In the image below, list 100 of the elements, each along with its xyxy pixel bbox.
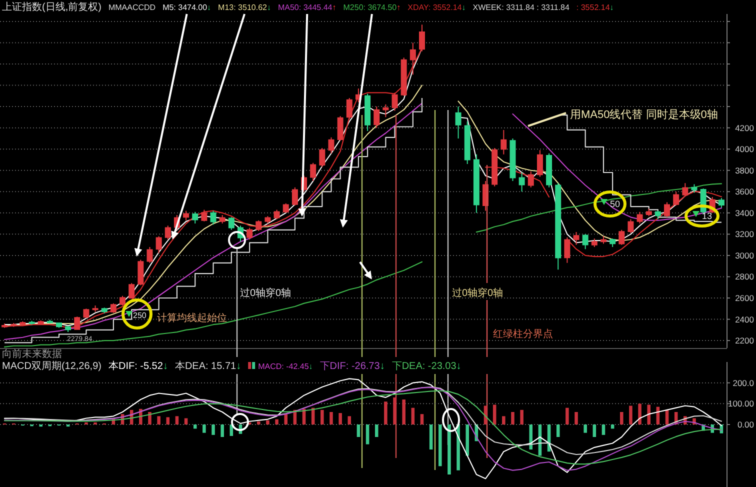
bar (175, 416, 179, 424)
candlestick (274, 209, 280, 220)
bar (420, 414, 424, 424)
bar (338, 413, 342, 424)
candlestick (510, 138, 516, 182)
candlestick (310, 162, 316, 182)
candlestick (646, 208, 652, 217)
line-series (4, 378, 722, 480)
candlestick (183, 210, 190, 221)
text: 本DIF: -5.52↓ (108, 360, 168, 372)
bar (620, 412, 624, 424)
bar (266, 420, 270, 424)
text: XDAY: 3552.14↓ (408, 3, 466, 12)
candlestick (164, 225, 171, 240)
bar (466, 424, 469, 456)
candlestick (518, 172, 525, 192)
chart-title: MACD双周期(12,26,9) (2, 360, 102, 372)
bar (348, 416, 352, 424)
y-tick-label: 3600 (735, 186, 754, 197)
candlestick (46, 319, 53, 324)
y-tick-label: 2800 (735, 272, 754, 282)
annotation: 过0轴穿0轴 (452, 287, 504, 299)
candlestick (528, 170, 534, 188)
candlestick (610, 238, 616, 248)
bar (602, 424, 606, 435)
text: MA50: 3445.44↑ (278, 3, 336, 12)
bar (638, 404, 642, 424)
candlestick (718, 198, 724, 208)
bar (566, 408, 569, 424)
candlestick (382, 104, 389, 118)
bar (438, 424, 442, 466)
bar (356, 424, 360, 437)
candlestick (92, 304, 98, 312)
bar (411, 408, 415, 424)
chart-subtitle: MMAACCDD (108, 3, 156, 12)
bar (393, 397, 396, 424)
bar (402, 400, 406, 424)
candlestick (392, 92, 398, 112)
candlestick (473, 154, 480, 214)
candlestick (256, 220, 262, 232)
bar (384, 402, 388, 424)
candlestick (83, 308, 90, 319)
candlestick (38, 320, 44, 326)
candlestick (600, 236, 606, 244)
candlestick (56, 322, 62, 328)
y-tick-label: 3400 (735, 208, 754, 218)
candlestick (192, 211, 198, 224)
text: M5: 3474.00↓ (162, 3, 212, 12)
text: : 3552.14↓ (576, 3, 614, 12)
annotation: 50 (610, 199, 620, 209)
candlestick (328, 136, 334, 154)
candlestick (337, 116, 344, 142)
annotation: 13 (702, 211, 712, 221)
candlestick (628, 218, 634, 234)
candlestick (2, 323, 8, 328)
candlestick (74, 316, 80, 330)
candlestick (455, 106, 462, 139)
bar (502, 416, 506, 424)
candlestick (492, 148, 498, 187)
candlestick (120, 295, 126, 306)
candlestick (618, 229, 625, 246)
bar (330, 412, 333, 424)
text: M13: 3510.62↓ (218, 3, 271, 12)
bar (629, 406, 632, 424)
legend-label: MACD: -42.45↓ (258, 362, 313, 371)
y-tick-label: 2600 (735, 293, 754, 304)
candlestick (564, 236, 570, 264)
candlestick (138, 259, 144, 286)
candlestick (292, 186, 298, 206)
annotation: 250 (133, 311, 147, 320)
bar (275, 419, 278, 424)
bar (574, 412, 578, 424)
bar (511, 412, 514, 424)
bar (212, 424, 215, 435)
candlestick (636, 211, 643, 224)
bar (584, 424, 587, 433)
y-tick-label: 0.00 (737, 420, 754, 430)
candlestick (264, 216, 271, 224)
candlestick (10, 322, 17, 328)
bar (556, 424, 560, 437)
candlestick (28, 320, 35, 326)
text: 下DEA: -23.03↓ (392, 361, 462, 372)
candlestick (110, 302, 116, 314)
text: 本DEA: 15.71↓ (174, 360, 242, 372)
candlestick (156, 236, 162, 254)
annotation: 计算均线起始位 (157, 312, 227, 324)
y-tick-label: 3200 (735, 229, 754, 240)
y-tick-label: 4000 (735, 144, 754, 154)
candlestick (418, 24, 425, 52)
candlestick (654, 210, 661, 220)
bar (448, 424, 451, 474)
annotation: 用MA50线代替 同时是本级0轴 (570, 108, 718, 121)
candlestick (346, 98, 352, 120)
bar (220, 424, 224, 437)
candlestick (555, 182, 562, 270)
candlestick (410, 42, 416, 76)
candlestick (664, 202, 670, 218)
bar (647, 404, 650, 424)
candlestick (536, 150, 543, 178)
bar (374, 424, 378, 437)
